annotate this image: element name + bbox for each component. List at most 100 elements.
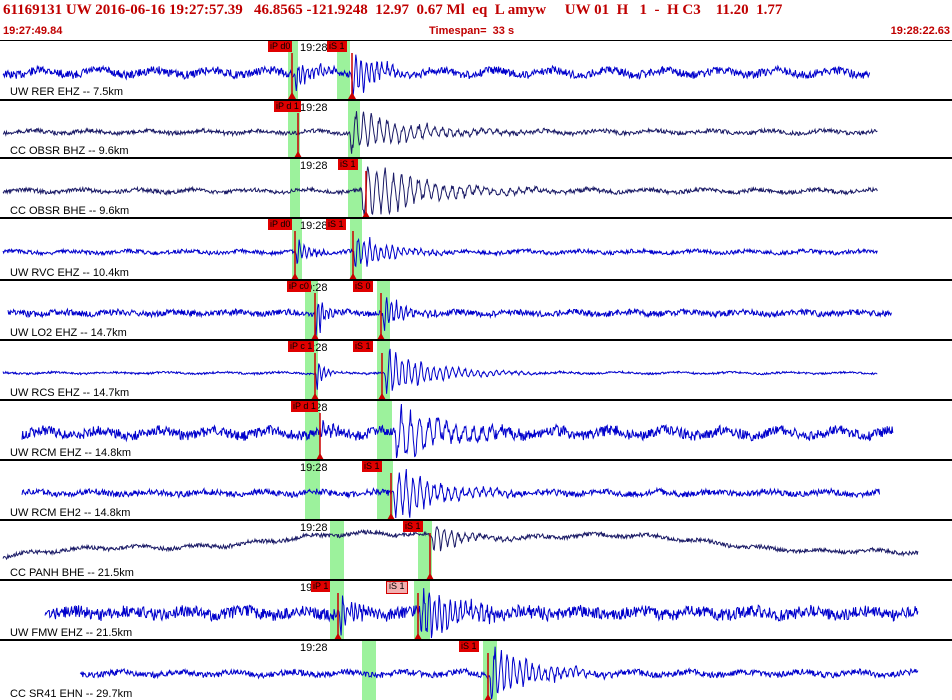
channel-label: UW LO2 EHZ -- 14.7km: [10, 327, 127, 339]
minute-tick-label: 19:28: [300, 42, 328, 54]
phase-pick-flag[interactable]: iP c 1: [288, 341, 315, 352]
pick-marker-icon: [334, 633, 342, 639]
pick-window-band: [288, 41, 298, 99]
phase-pick-flag[interactable]: iS 1: [353, 341, 373, 352]
pick-marker-icon: [288, 92, 296, 99]
phase-pick-flag[interactable]: iS 1: [327, 41, 347, 52]
phase-pick-flag[interactable]: iS 1: [403, 521, 423, 532]
trace-plot: [2, 219, 878, 279]
trace-row[interactable]: 19:28 iP c0 iS 0 UW LO2 EHZ -- 14.7km: [0, 279, 952, 339]
pick-window-band: [292, 219, 302, 279]
pick-marker-icon: [426, 573, 434, 579]
header-bar: 61169131 UW 2016-06-16 19:27:57.39 46.85…: [0, 0, 952, 40]
phase-pick-flag[interactable]: iP d0: [268, 41, 293, 52]
waveform-line: [2, 348, 878, 394]
seismogram-panel: 19:28 iP d0 iS 1 UW RER EHZ -- 7.5km 19:28 iP…: [0, 40, 952, 700]
timespan-label: Timespan= 33 s: [429, 25, 515, 37]
minute-tick-label: 19:28: [300, 522, 328, 534]
trace-row[interactable]: 19:28 iS 1 CC SR41 EHN -- 29.7km: [0, 639, 952, 700]
channel-label: UW RCM EHZ -- 14.8km: [10, 447, 131, 459]
phase-pick-flag[interactable]: iS 1: [338, 159, 358, 170]
pick-window-band: [330, 521, 344, 579]
trace-plot: [2, 521, 919, 579]
channel-label: CC OBSR BHZ -- 9.6km: [10, 145, 129, 157]
minute-tick-label: 19:28: [300, 642, 328, 654]
trace-plot: [2, 101, 878, 157]
pick-marker-icon: [362, 211, 370, 217]
trace-plot: [21, 401, 894, 459]
pick-window-band: [305, 401, 320, 459]
waveform-line: [2, 525, 919, 561]
waveform-line: [44, 588, 919, 639]
waveform-line: [21, 403, 894, 459]
trace-row[interactable]: 19:28 iP d 1 CC OBSR BHZ -- 9.6km: [0, 99, 952, 157]
trace-plot: [7, 281, 892, 339]
trace-row[interactable]: 19:28 iS 1 CC PANH BHE -- 21.5km: [0, 519, 952, 579]
trace-row[interactable]: 19:28 iS 1 CC OBSR BHE -- 9.6km: [0, 157, 952, 217]
phase-pick-flag[interactable]: iP d0: [268, 219, 293, 230]
trace-row[interactable]: 19:28 iS 1 UW RCM EH2 -- 14.8km: [0, 459, 952, 519]
phase-pick-flag[interactable]: iS 1: [362, 461, 382, 472]
pick-marker-icon: [311, 393, 319, 399]
pick-marker-icon: [316, 453, 324, 459]
waveform-line: [79, 646, 919, 700]
channel-label: UW RER EHZ -- 7.5km: [10, 86, 124, 98]
pick-window-band: [362, 641, 376, 700]
trace-plot: [2, 341, 878, 399]
trace-plot: [21, 461, 880, 519]
phase-pick-flag[interactable]: iS 1: [386, 581, 408, 594]
waveform-line: [2, 111, 878, 154]
channel-label: UW RVC EHZ -- 10.4km: [10, 267, 129, 279]
trace-plot: [44, 581, 919, 639]
channel-label: UW RCS EHZ -- 14.7km: [10, 387, 130, 399]
trace-plot: [2, 41, 871, 99]
pick-marker-icon: [311, 333, 319, 339]
pick-window-band: [337, 41, 350, 99]
waveform-line: [2, 166, 878, 217]
channel-label: CC OBSR BHE -- 9.6km: [10, 205, 130, 217]
phase-pick-flag[interactable]: iS 0: [353, 281, 373, 292]
pick-marker-icon: [348, 92, 356, 99]
pick-window-band: [288, 101, 300, 157]
trace-plot: [2, 159, 878, 217]
trace-row[interactable]: 19:28 iP d0 iS 1 UW RER EHZ -- 7.5km: [0, 40, 952, 99]
phase-pick-flag[interactable]: iP d 1: [274, 101, 301, 112]
window-start-time: 19:27:49.84: [3, 25, 63, 37]
phase-pick-flag[interactable]: iP 1: [311, 581, 331, 592]
pick-marker-icon: [377, 333, 385, 339]
pick-marker-icon: [349, 273, 357, 279]
waveform-line: [21, 468, 880, 519]
pick-marker-icon: [387, 513, 395, 519]
waveform-line: [7, 297, 892, 339]
pick-window-band: [290, 159, 300, 217]
trace-row[interactable]: 19:28 iP d0 iS 1 UW RVC EHZ -- 10.4km: [0, 217, 952, 279]
waveform-line: [2, 236, 878, 268]
pick-window-band: [377, 341, 390, 399]
minute-tick-label: 19:28: [300, 160, 328, 172]
pick-marker-icon: [414, 633, 422, 639]
channel-label: CC PANH BHE -- 21.5km: [10, 567, 134, 579]
waveform-line: [2, 54, 871, 98]
channel-label: CC SR41 EHN -- 29.7km: [10, 688, 133, 700]
pick-window-band: [418, 521, 432, 579]
pick-window-band: [305, 461, 320, 519]
phase-pick-flag[interactable]: iP d 1: [291, 401, 318, 412]
channel-label: UW FMW EHZ -- 21.5km: [10, 627, 133, 639]
pick-marker-icon: [378, 393, 386, 399]
channel-label: UW RCM EH2 -- 14.8km: [10, 507, 131, 519]
phase-pick-flag[interactable]: iS 1: [459, 641, 479, 652]
minute-tick-label: 19:28: [300, 220, 328, 232]
minute-tick-label: 19:28: [300, 102, 328, 114]
window-end-time: 19:28:22.63: [890, 25, 950, 37]
event-summary-title: 61169131 UW 2016-06-16 19:27:57.39 46.85…: [3, 2, 783, 18]
phase-pick-flag[interactable]: iP c0: [287, 281, 311, 292]
phase-pick-flag[interactable]: iS 1: [326, 219, 346, 230]
pick-marker-icon: [291, 273, 299, 279]
minute-tick-label: 19:28: [300, 462, 328, 474]
trace-plot: [79, 641, 919, 700]
pick-marker-icon: [294, 151, 302, 157]
pick-marker-icon: [484, 694, 492, 700]
